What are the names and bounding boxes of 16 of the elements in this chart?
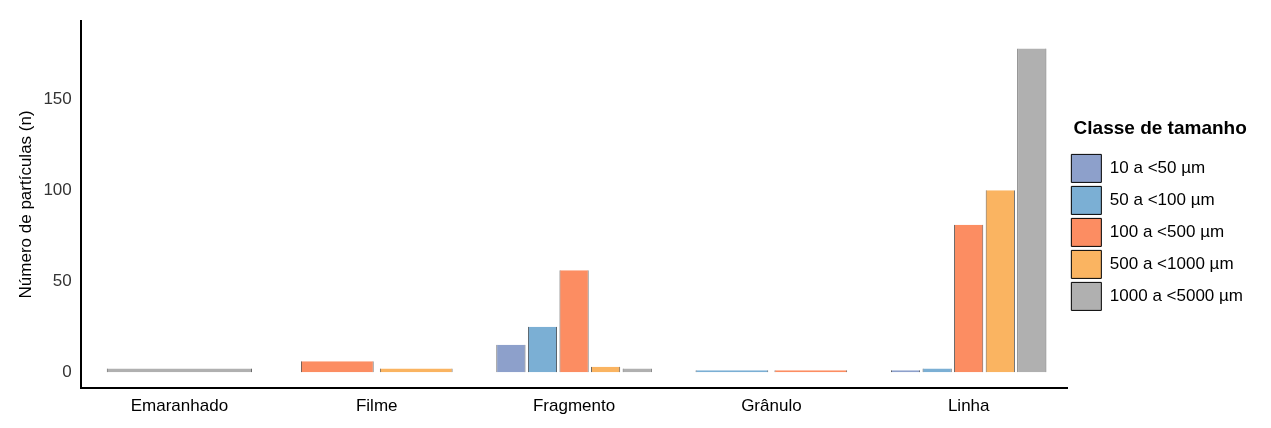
x-tick-label: Emaranhado — [130, 396, 229, 416]
legend-title: Classe de tamanho — [1073, 117, 1247, 139]
y-tick-label: 50 — [52, 270, 72, 290]
x-tick-label: Grânulo — [741, 396, 802, 416]
legend-label: 1000 a <5000 µm — [1109, 286, 1244, 306]
legend-label: 100 a <500 µm — [1109, 222, 1225, 242]
y-tick-label: 150 — [43, 89, 72, 109]
y-tick-label: 0 — [62, 361, 72, 381]
legend-label: 50 a <100 µm — [1109, 190, 1215, 210]
y-tick-label: 100 — [43, 180, 72, 199]
x-tick-label: Linha — [947, 396, 991, 416]
x-tick-label: Filme — [355, 396, 398, 416]
y-axis-title: Número de partículas (n) — [15, 110, 35, 299]
x-tick-label: Fragmento — [532, 396, 616, 416]
legend-label: 10 a <50 µm — [1109, 158, 1206, 178]
legend-label: 500 a <1000 µm — [1109, 254, 1234, 274]
